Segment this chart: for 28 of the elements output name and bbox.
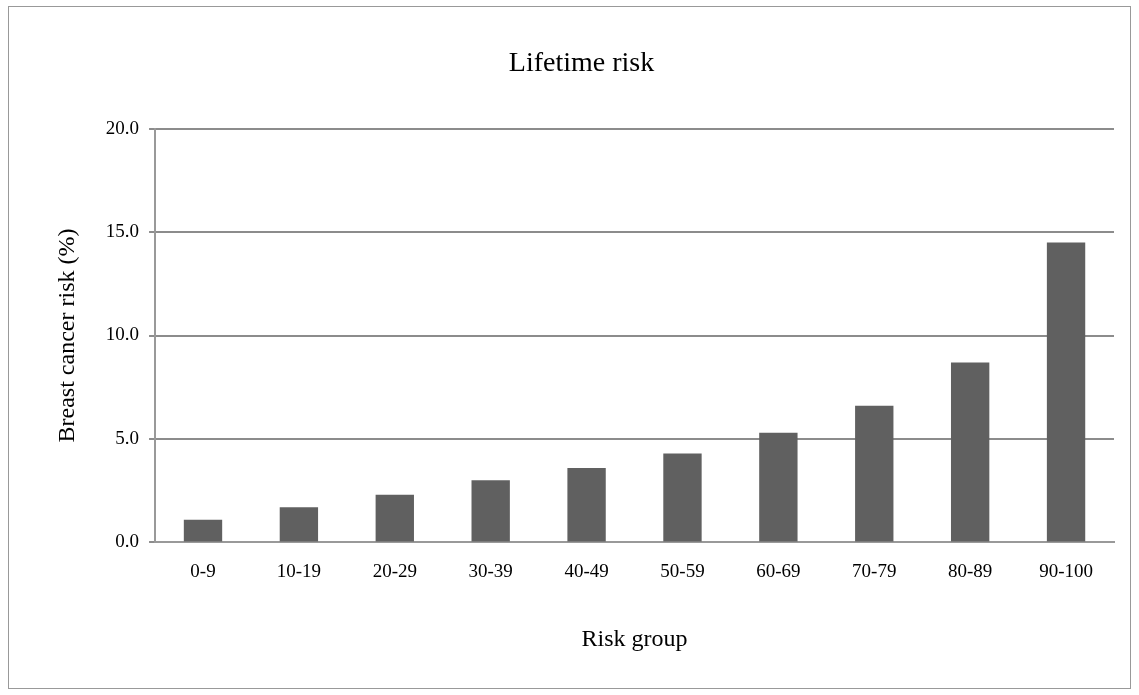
x-tick-label: 30-39 bbox=[468, 559, 513, 581]
bar bbox=[855, 405, 894, 542]
x-tick-label: 90-100 bbox=[1039, 559, 1093, 581]
x-tick-label: 0-9 bbox=[190, 559, 216, 581]
bar bbox=[183, 519, 223, 542]
x-tick-label: 50-59 bbox=[660, 559, 705, 581]
chart-title: Lifetime risk bbox=[508, 46, 655, 78]
bar bbox=[567, 467, 606, 542]
bar bbox=[663, 453, 702, 542]
x-tick-label: 20-29 bbox=[372, 559, 417, 581]
y-tick-label: 5.0 bbox=[115, 426, 140, 448]
bar bbox=[375, 494, 414, 542]
y-tick-label: 0.0 bbox=[115, 530, 140, 552]
x-tick-label: 10-19 bbox=[276, 559, 322, 581]
x-tick-label: 70-79 bbox=[852, 559, 897, 581]
bar bbox=[1046, 242, 1086, 542]
y-tick-label: 20.0 bbox=[105, 116, 140, 138]
x-axis-title: Risk group bbox=[581, 624, 688, 651]
bar bbox=[471, 480, 510, 542]
bar bbox=[759, 432, 798, 542]
y-tick-label: 10.0 bbox=[105, 323, 140, 345]
bar bbox=[279, 507, 319, 542]
x-tick-label: 60-69 bbox=[756, 559, 801, 581]
bar bbox=[950, 362, 990, 542]
y-tick-label: 15.0 bbox=[105, 220, 140, 242]
x-tick-label: 40-49 bbox=[564, 559, 609, 581]
y-axis-title: Breast cancer risk (%) bbox=[52, 228, 79, 443]
x-tick-label: 80-89 bbox=[947, 559, 993, 581]
